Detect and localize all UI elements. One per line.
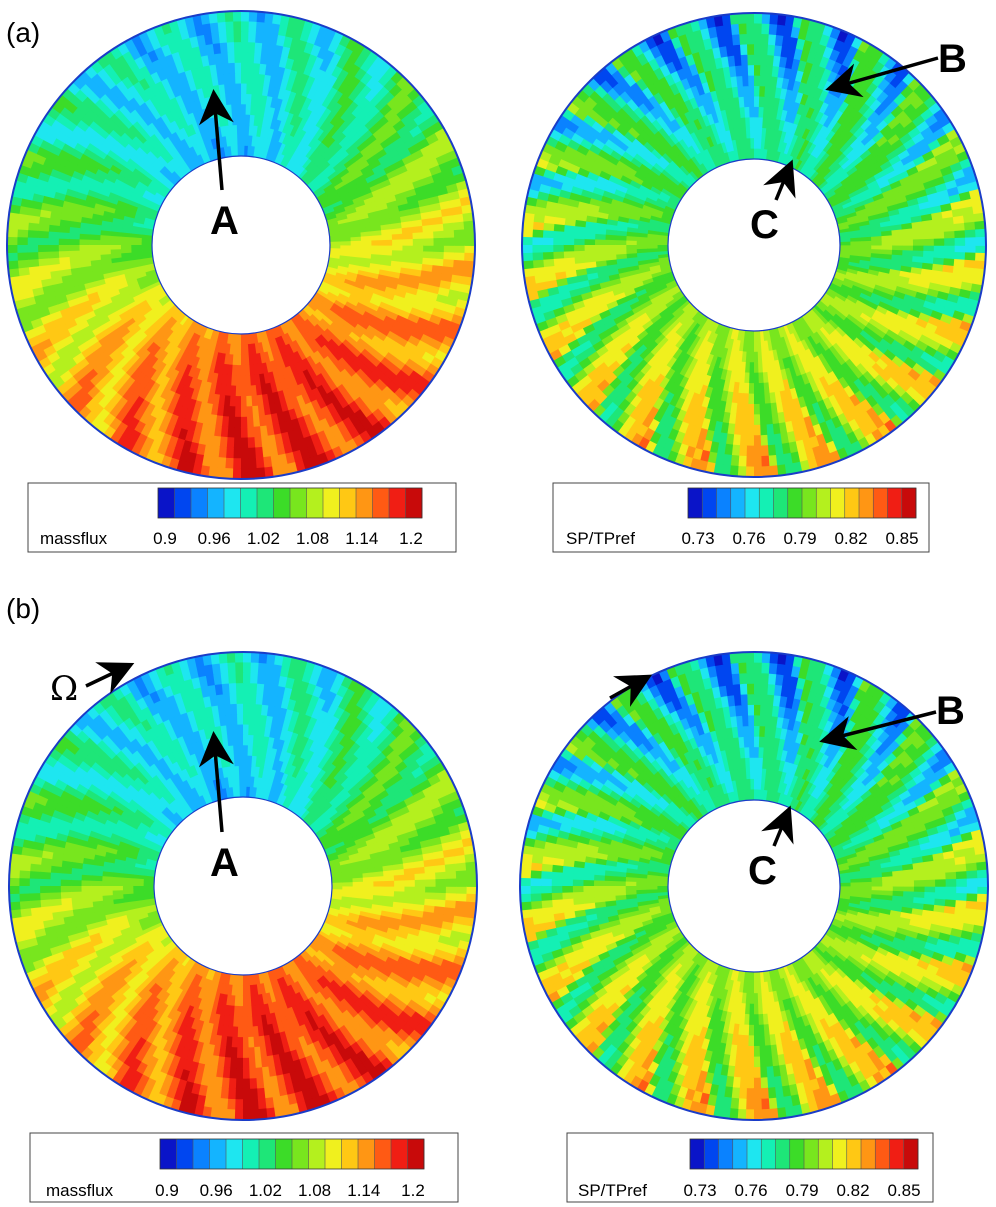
legend-tick-label: 0.76 xyxy=(732,529,765,548)
marker-b-arrow xyxy=(819,710,937,751)
legend-name: SP/TPref xyxy=(578,1181,647,1200)
marker-a-label: A xyxy=(210,199,239,243)
marker-c-arrow xyxy=(763,159,796,201)
legend-tick-label: 1.14 xyxy=(347,1181,380,1200)
legend-ticks: 0.9 0.96 1.02 1.08 1.14 1.2 xyxy=(153,529,423,548)
legend-tick-label: 0.9 xyxy=(155,1181,179,1200)
legend-tick-label: 1.02 xyxy=(247,529,280,548)
legend-ticks: 0.9 0.96 1.02 1.08 1.14 1.2 xyxy=(155,1181,425,1200)
massflux-legend: massflux 0.9 0.96 1.02 1.08 1.14 1.2 xyxy=(29,1132,459,1203)
static-pressure-legend: SP/TPref 0.73 0.76 0.79 0.82 0.85 xyxy=(552,482,930,553)
marker-b-arrow xyxy=(825,56,939,98)
panel-label-b: (b) xyxy=(6,593,40,624)
legend-tick-label: 0.82 xyxy=(836,1181,869,1200)
legend-tick-label: 0.96 xyxy=(198,529,231,548)
legend-tick-label: 0.73 xyxy=(683,1181,716,1200)
legend-tick-label: 0.76 xyxy=(734,1181,767,1200)
massflux-legend: massflux 0.9 0.96 1.02 1.08 1.14 1.2 xyxy=(27,482,457,553)
static-pressure-legend: SP/TPref 0.73 0.76 0.79 0.82 0.85 xyxy=(566,1132,934,1203)
legend-tick-label: 0.85 xyxy=(887,1181,920,1200)
static-pressure-contour-disc xyxy=(519,651,989,1121)
legend-tick-label: 1.2 xyxy=(401,1181,425,1200)
rotation-omega-symbol: Ω xyxy=(50,669,78,709)
legend-tick-label: 0.85 xyxy=(885,529,918,548)
legend-tick-label: 1.02 xyxy=(249,1181,282,1200)
panel-label-a: (a) xyxy=(6,17,40,48)
rotation-arrow xyxy=(609,674,653,707)
legend-tick-label: 0.82 xyxy=(834,529,867,548)
legend-tick-label: 1.08 xyxy=(298,1181,331,1200)
legend-tick-label: 0.96 xyxy=(200,1181,233,1200)
legend-name: SP/TPref xyxy=(566,529,635,548)
massflux-contour-disc xyxy=(6,10,476,480)
rotation-arrow xyxy=(85,662,135,694)
marker-c-label: C xyxy=(748,849,777,893)
marker-c-label: C xyxy=(750,203,779,247)
marker-c-arrow xyxy=(761,805,794,847)
legend-tick-label: 0.79 xyxy=(783,529,816,548)
legend-tick-label: 1.08 xyxy=(296,529,329,548)
legend-colorbar xyxy=(689,1138,919,1170)
marker-a-label: A xyxy=(210,841,239,885)
legend-tick-label: 0.73 xyxy=(681,529,714,548)
legend-colorbar xyxy=(687,487,917,519)
legend-ticks: 0.73 0.76 0.79 0.82 0.85 xyxy=(681,529,918,548)
legend-colorbar xyxy=(157,487,423,519)
legend-tick-label: 0.9 xyxy=(153,529,177,548)
massflux-contour-disc xyxy=(8,651,478,1121)
static-pressure-contour-disc xyxy=(521,12,987,478)
legend-ticks: 0.73 0.76 0.79 0.82 0.85 xyxy=(683,1181,920,1200)
legend-name: massflux xyxy=(40,529,108,548)
marker-b-label: B xyxy=(936,689,965,733)
legend-tick-label: 1.14 xyxy=(345,529,378,548)
legend-name: massflux xyxy=(46,1181,114,1200)
marker-a-arrow xyxy=(198,731,234,833)
legend-tick-label: 1.2 xyxy=(399,529,423,548)
legend-tick-label: 0.79 xyxy=(785,1181,818,1200)
marker-a-arrow xyxy=(198,89,234,191)
legend-colorbar xyxy=(159,1138,425,1170)
marker-b-label: B xyxy=(938,37,967,81)
